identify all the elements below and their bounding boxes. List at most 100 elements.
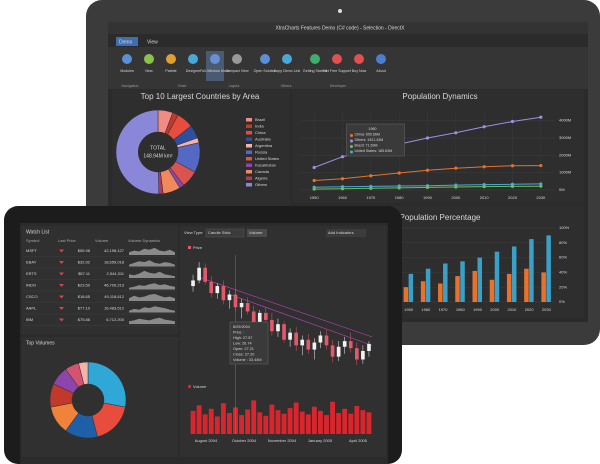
bar <box>541 272 546 302</box>
candle-body <box>251 311 256 323</box>
button-icon <box>144 54 154 64</box>
button-label: Copy Demo Link <box>274 69 301 73</box>
series-point <box>312 187 316 191</box>
button-icon <box>232 54 242 64</box>
x-tick-label: 1970 <box>366 195 376 200</box>
volume: 16,483,512 <box>104 306 125 311</box>
legend-entry: Russia <box>255 150 268 155</box>
bar <box>506 273 512 302</box>
x-tick-label: 2030 <box>542 307 552 312</box>
x-tick-label: 1990 <box>473 307 483 312</box>
symbol: IBM <box>26 317 33 322</box>
volumes-panel <box>22 337 178 457</box>
symbol: AAPL <box>26 306 37 311</box>
volume-bar <box>336 413 342 434</box>
candle-body <box>203 267 207 282</box>
series-point <box>454 166 458 170</box>
bar <box>511 246 517 302</box>
bar <box>494 251 500 302</box>
window-title: XtraCharts Features Demo (C# code) - Sel… <box>276 25 406 31</box>
tab-active <box>116 37 138 46</box>
candle-body <box>348 341 353 349</box>
view-type-label: View Type: <box>184 230 203 235</box>
candle-body <box>257 312 262 323</box>
trend-icon <box>59 249 64 253</box>
x-tick-label: 2030 <box>536 195 546 200</box>
candle-body <box>312 342 317 350</box>
candle-body <box>221 286 226 301</box>
watch-panel <box>22 226 178 334</box>
y-tick-label: 3000M <box>559 135 571 140</box>
camera <box>338 9 342 13</box>
volume-button[interactable] <box>247 229 267 237</box>
volume-bar <box>220 403 226 434</box>
legend-entry: India <box>255 124 264 129</box>
chart-type-dropdown[interactable] <box>205 228 245 238</box>
series-point <box>397 171 401 175</box>
volume-bar <box>318 410 323 434</box>
series-point <box>369 174 373 178</box>
price: $57.11 <box>78 271 91 276</box>
y-tick-label: 20% <box>559 284 567 289</box>
x-tick-label: 2000 <box>490 307 500 312</box>
bar <box>438 283 443 302</box>
price: $77.10 <box>78 306 91 311</box>
candle-body <box>367 343 371 351</box>
bar <box>529 239 534 302</box>
tooltip-line: Open: 27.21 <box>233 347 254 351</box>
button-icon <box>122 54 132 64</box>
volume-bar <box>287 408 293 434</box>
tab[interactable]: View <box>147 39 158 45</box>
series-point <box>340 187 345 191</box>
legend-entry: Others <box>255 182 267 187</box>
button-label: Compact View <box>225 69 249 73</box>
volume-bar <box>281 413 287 434</box>
legend-entry: Algeria <box>255 176 268 181</box>
series-point <box>454 185 458 189</box>
indicators-button[interactable] <box>326 229 366 237</box>
legend-swatch <box>246 176 252 180</box>
candle-body <box>191 280 195 287</box>
bar <box>425 268 431 302</box>
bar <box>460 261 465 302</box>
candle-body <box>342 341 347 347</box>
x-tick-label: 1950 <box>310 195 320 200</box>
button-label: Buy Now <box>352 69 367 73</box>
sparkline <box>129 270 175 278</box>
tab[interactable]: Demo <box>119 39 133 45</box>
bar <box>420 281 426 302</box>
volume-bar <box>275 410 281 434</box>
x-tick-label: 1990 <box>423 195 433 200</box>
button-icon <box>188 54 198 64</box>
volume-bar <box>342 408 348 434</box>
price: $23.50 <box>78 283 91 288</box>
pie-title: Top 10 Largest Countries by Area <box>141 92 260 101</box>
x-label: January 2005 <box>308 438 333 443</box>
candle-body <box>355 348 359 360</box>
candle-body <box>270 319 274 332</box>
tooltip-line: 1960 <box>369 127 377 131</box>
series-point <box>482 165 486 169</box>
trend-icon <box>59 261 64 264</box>
bar <box>489 279 495 302</box>
donut-slice <box>78 361 89 385</box>
button-label: Get Free Support <box>323 69 351 73</box>
series-point <box>312 178 316 183</box>
legend-swatch <box>246 118 252 122</box>
price: $18.65 <box>78 294 91 299</box>
candle-body <box>215 286 220 294</box>
trend-line <box>199 277 373 338</box>
button-label: About <box>376 69 385 73</box>
symbol: INDO <box>26 283 36 288</box>
button-label: Open Solution <box>254 69 277 73</box>
legend-swatch <box>246 150 252 154</box>
x-label: April 2005 <box>349 438 368 443</box>
candle-body <box>264 312 268 320</box>
volume-bar <box>354 406 360 434</box>
x-tick-label: 2000 <box>451 195 461 200</box>
candle-body <box>294 332 298 346</box>
bar <box>408 273 414 302</box>
button-label: Designer <box>186 69 201 73</box>
button-icon <box>260 54 270 64</box>
x-tick-label: 1960 <box>338 195 348 200</box>
